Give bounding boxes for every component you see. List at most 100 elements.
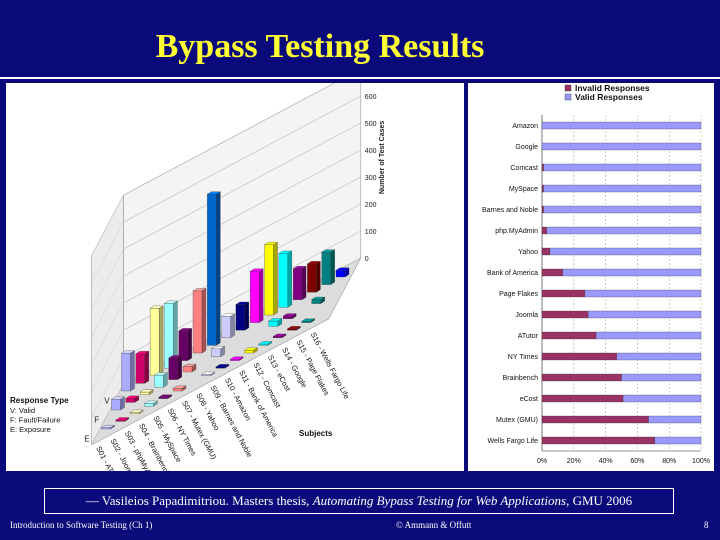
footer-page-number: 8: [704, 520, 709, 530]
bar-side: [130, 350, 135, 392]
gridline: [123, 149, 361, 277]
bar-top: [278, 250, 293, 254]
y-category-label: Wells Fargo Life: [488, 438, 539, 445]
bar-top: [211, 346, 226, 349]
y-category-label: Page Flakes: [499, 291, 538, 298]
bar-top: [292, 266, 307, 269]
bar-V-S02 - Joomla: [135, 350, 150, 384]
bar-top: [110, 396, 126, 400]
bar-top: [243, 347, 259, 351]
bar-side: [273, 242, 278, 316]
bar-E-S01 - ATutor: [100, 424, 116, 430]
bar-front: [272, 336, 283, 338]
gridline-side: [91, 303, 124, 365]
bar-front: [172, 388, 183, 392]
bar-V-S10 - Amazon: [249, 268, 264, 323]
bar-top: [129, 409, 144, 413]
bar-front: [287, 328, 297, 331]
bar-F-S02 - Joomla: [125, 395, 140, 403]
bar-V-S09 - Barnes and Noble: [235, 301, 250, 331]
bar-front: [301, 321, 311, 323]
bar-top: [221, 313, 236, 317]
bar-invalid-Page Flakes: [541, 289, 586, 298]
gridline: [123, 122, 361, 250]
bar-front: [282, 315, 293, 319]
bar-top: [153, 372, 168, 376]
bar-front: [244, 350, 254, 354]
bar-top: [301, 318, 316, 322]
bar-top: [268, 318, 283, 322]
x-tick-label: 40%: [599, 458, 613, 465]
bar-top: [206, 191, 221, 195]
y-category-label: Google: [515, 144, 538, 151]
bar-E-S04 - Brainbench: [143, 400, 158, 407]
bar-invalid-Comcast: [541, 163, 544, 172]
chart-stacked-panel: Invalid Responses Valid Responses 0% 20% 40%…: [468, 83, 714, 471]
y-category-label: Brainbench: [503, 375, 539, 382]
bar-F-S05 - MySpace: [168, 355, 183, 380]
bar-front: [101, 427, 111, 430]
gridline: [123, 95, 361, 223]
bar-V-S16 - Wells Fargo Life: [335, 267, 350, 278]
bar-front: [335, 270, 346, 278]
bar-top: [125, 395, 140, 399]
bar-top: [100, 424, 116, 428]
legend-label: Invalid Responses: [575, 83, 650, 93]
bar-top: [249, 268, 264, 272]
bar-valid-Mutex (GMU): [648, 415, 702, 424]
bar-valid-php.MyAdmin: [546, 226, 702, 235]
bar-top: [192, 288, 207, 292]
bar-top: [135, 351, 150, 354]
bar-E-S03 - phpMyAdmin: [129, 409, 144, 415]
footer-copyright: © Ammann & Offutt: [396, 520, 472, 530]
bar-V-S03 - phpMyAdmin: [149, 305, 164, 377]
legend-entry: V: Valid: [10, 406, 35, 415]
bar-invalid-Barnes and Noble: [541, 205, 544, 214]
bar-front: [182, 366, 193, 373]
bar-top: [139, 389, 154, 393]
y-tick-label: 400: [365, 148, 377, 155]
y-category-label: Amazon: [512, 123, 538, 130]
bar-invalid-php.MyAdmin: [541, 226, 547, 235]
bar-front: [311, 299, 321, 304]
bar-valid-Brainbench: [621, 373, 702, 382]
bar-top: [120, 350, 136, 354]
gridline-side: [91, 222, 124, 284]
bar-top: [215, 364, 230, 368]
bar-V-S07 - Mutex (GMU): [206, 191, 221, 346]
x-tick-label: 20%: [567, 458, 581, 465]
bar-E-S13 - eCost: [272, 333, 287, 339]
bar-top: [321, 249, 336, 253]
bar-E-S09 - Barnes and Noble: [215, 364, 230, 369]
bar-valid-Amazon: [541, 121, 702, 130]
y-tick-label: 0: [365, 256, 369, 263]
bar-valid-Comcast: [543, 163, 702, 172]
bar-invalid-Wells Fargo Life: [541, 436, 656, 445]
bar-top: [143, 400, 158, 404]
y-axis-label: Number of Test Cases: [379, 121, 386, 194]
y-tick-label: 200: [365, 202, 377, 209]
bar-side: [316, 261, 321, 293]
bar-valid-Google: [541, 142, 702, 151]
bar-front: [268, 320, 278, 327]
bar-E-S05 - MySpace: [158, 394, 173, 399]
bar-front: [168, 357, 178, 380]
bar-top: [311, 296, 326, 300]
y-category-label: eCost: [520, 396, 538, 403]
bar-E-S06 - NY Times: [172, 385, 187, 392]
bar-invalid-Yahoo: [541, 247, 551, 256]
bar-F-S03 - phpMyAdmin: [139, 389, 154, 396]
slide-title: Bypass Testing Results: [155, 28, 485, 65]
bar-V-S13 - eCost: [292, 265, 307, 301]
y-category-label: php.MyAdmin: [495, 228, 538, 235]
bar-top: [158, 394, 173, 398]
bar-F-S08 - Yahoo: [211, 345, 226, 358]
y-category-label: MySpace: [509, 186, 538, 193]
bar-F-S06 - NY Times: [182, 363, 197, 373]
bar-valid-Joomla: [587, 310, 702, 319]
bar-top: [282, 313, 297, 317]
bar-top: [149, 305, 164, 309]
bar-V-S06 - NY Times: [192, 288, 207, 354]
bar-side: [244, 301, 250, 331]
